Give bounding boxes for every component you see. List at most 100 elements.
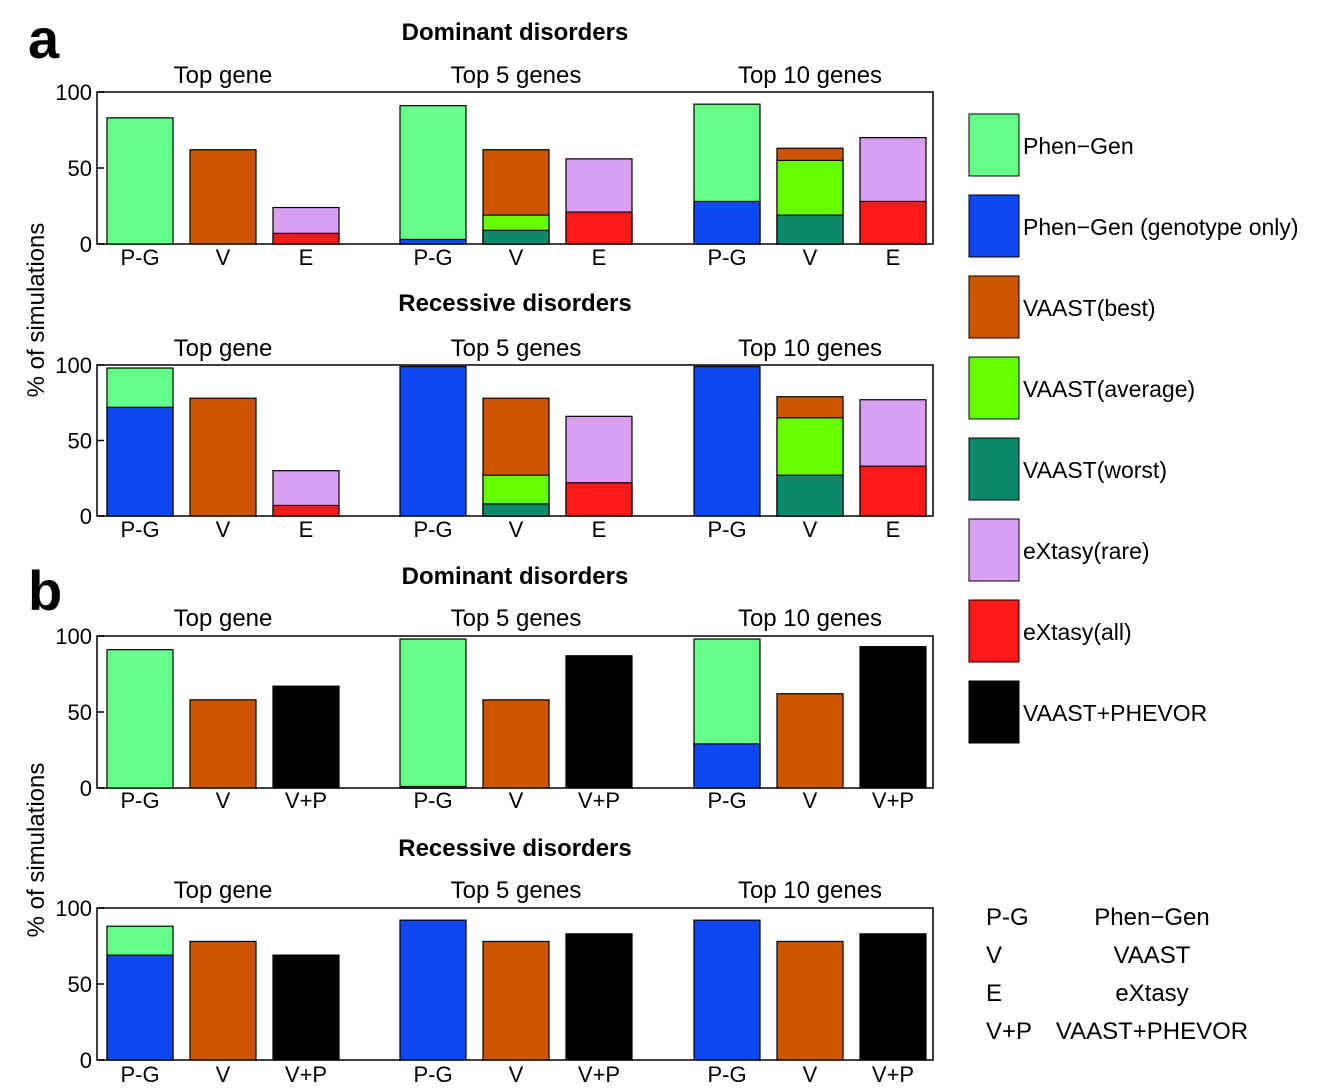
bar-v-vaast-best xyxy=(776,693,844,789)
bar-v-vaast-best xyxy=(189,397,257,517)
category-label-v: V xyxy=(216,788,231,813)
group-label-top-10-genes: Top 10 genes xyxy=(738,335,882,362)
bar-e-extasy-all xyxy=(565,482,633,517)
category-label-v: V xyxy=(509,1062,524,1087)
category-label-p-g: P-G xyxy=(707,245,746,270)
bar-p-g-phen-gen-genotype-only xyxy=(693,743,761,789)
legend-swatch-extasy-rare xyxy=(968,518,1020,582)
abbr-full-vaast-phevor: VAAST+PHEVOR xyxy=(1056,1018,1248,1045)
bar-p-g-phen-gen-genotype-only xyxy=(106,954,174,1061)
abbr-full-extasy: eXtasy xyxy=(1115,980,1188,1007)
bar-e-extasy-all xyxy=(859,465,927,517)
category-label-v-p: V+P xyxy=(872,788,914,813)
bar-v-p-vaast-phevor xyxy=(859,646,927,789)
legend-swatch-phen-gen xyxy=(968,113,1020,177)
bar-p-g-phen-gen xyxy=(106,649,174,789)
bar-v-vaast-worst xyxy=(776,474,844,517)
bar-v-p-vaast-phevor xyxy=(272,954,340,1061)
bar-v-p-vaast-phevor xyxy=(859,933,927,1061)
abbreviation-key: P-G Phen−Gen V VAAST E eXtasy V+P VAAST+PHEVOR xyxy=(986,904,1248,1045)
group-label-top-5-genes: Top 5 genes xyxy=(451,605,582,632)
y-axis-label-b: % of simulations xyxy=(23,763,50,938)
category-label-v: V xyxy=(803,245,818,270)
abbr-v: V xyxy=(986,942,1002,969)
legend-swatch-extasy-all xyxy=(968,599,1020,663)
y-tick-label: 100 xyxy=(55,896,92,921)
legend-label-extasy-all: eXtasy(all) xyxy=(1023,619,1132,645)
category-label-e: E xyxy=(299,245,314,270)
category-label-e: E xyxy=(592,245,607,270)
legend-swatch-vaast-phevor xyxy=(968,680,1020,744)
panel-letter-b: b xyxy=(28,559,62,622)
category-label-v-p: V+P xyxy=(578,1062,620,1087)
category-label-p-g: P-G xyxy=(707,517,746,542)
y-tick-label: 0 xyxy=(80,1048,92,1073)
bar-p-g-phen-gen-genotype-only xyxy=(399,365,467,517)
category-label-p-g: P-G xyxy=(413,517,452,542)
legend-label-phen-gen: Phen−Gen xyxy=(1023,133,1134,159)
y-tick-label: 50 xyxy=(68,156,92,181)
legend-swatch-vaast-worst xyxy=(968,437,1020,501)
chart-3-recessive-disorders: Recessive disorders 0 50 100 Top gene P-G V V+P… xyxy=(55,835,934,1087)
category-label-v-p: V+P xyxy=(285,788,327,813)
y-tick-label: 0 xyxy=(80,776,92,801)
group-label-top-5-genes: Top 5 genes xyxy=(451,877,582,904)
category-label-p-g: P-G xyxy=(120,788,159,813)
bar-p-g-phen-gen-genotype-only xyxy=(693,200,761,245)
group-label-top-10-genes: Top 10 genes xyxy=(738,877,882,904)
group-label-top-10-genes: Top 10 genes xyxy=(738,62,882,89)
bar-v-vaast-best xyxy=(189,940,257,1061)
category-label-p-g: P-G xyxy=(120,1062,159,1087)
category-label-v: V xyxy=(509,517,524,542)
chart-0-dominant-disorders: Dominant disorders 0 50 100 Top gene P-G V E Top… xyxy=(55,19,934,270)
chart-1-recessive-disorders: Recessive disorders 0 50 100 Top gene P-G V E To… xyxy=(55,290,934,542)
group-label-top-gene: Top gene xyxy=(174,877,273,904)
y-tick-label: 0 xyxy=(80,232,92,257)
category-label-p-g: P-G xyxy=(707,1062,746,1087)
legend-label-extasy-rare: eXtasy(rare) xyxy=(1023,538,1150,564)
legend-label-vaast-worst: VAAST(worst) xyxy=(1023,457,1167,483)
category-label-v: V xyxy=(803,517,818,542)
chart-title: Dominant disorders xyxy=(402,563,629,590)
legend-label-vaast-best: VAAST(best) xyxy=(1023,295,1156,321)
bar-v-vaast-best xyxy=(482,699,550,789)
category-label-p-g: P-G xyxy=(120,517,159,542)
bar-p-g-phen-gen-genotype-only xyxy=(399,919,467,1061)
chart-2-dominant-disorders: Dominant disorders 0 50 100 Top gene P-G V V+P T… xyxy=(55,563,934,813)
bar-p-g-phen-gen-genotype-only xyxy=(399,785,467,789)
charts: Dominant disorders 0 50 100 Top gene P-G V E Top… xyxy=(55,19,934,1087)
legend-label-vaast-phevor: VAAST+PHEVOR xyxy=(1023,700,1207,726)
bar-v-vaast-worst xyxy=(482,503,550,517)
category-label-e: E xyxy=(886,245,901,270)
category-label-v-p: V+P xyxy=(872,1062,914,1087)
bar-v-p-vaast-phevor xyxy=(565,933,633,1061)
legend: Phen−Gen Phen−Gen (genotype only) VAAST(be… xyxy=(968,113,1299,744)
y-tick-label: 100 xyxy=(55,80,92,105)
legend-label-vaast-average: VAAST(average) xyxy=(1023,376,1195,402)
bar-e-extasy-all xyxy=(272,232,340,245)
group-label-top-5-genes: Top 5 genes xyxy=(451,62,582,89)
category-label-v-p: V+P xyxy=(285,1062,327,1087)
abbr-full-vaast: VAAST xyxy=(1114,942,1191,969)
panel-letter-a: a xyxy=(28,7,60,70)
abbr-full-phen-gen: Phen−Gen xyxy=(1094,904,1209,931)
category-label-p-g: P-G xyxy=(707,788,746,813)
legend-swatch-vaast-average xyxy=(968,356,1020,420)
bar-v-vaast-worst xyxy=(776,214,844,245)
bar-v-p-vaast-phevor xyxy=(272,685,340,789)
category-label-v: V xyxy=(509,788,524,813)
chart-title: Dominant disorders xyxy=(402,19,629,46)
group-label-top-5-genes: Top 5 genes xyxy=(451,335,582,362)
y-tick-label: 0 xyxy=(80,504,92,529)
category-label-p-g: P-G xyxy=(413,788,452,813)
category-label-e: E xyxy=(886,517,901,542)
y-tick-label: 100 xyxy=(55,624,92,649)
bar-p-g-phen-gen-genotype-only xyxy=(693,919,761,1061)
category-label-p-g: P-G xyxy=(120,245,159,270)
category-label-e: E xyxy=(299,517,314,542)
bar-v-vaast-worst xyxy=(482,229,550,245)
legend-swatch-phen-gen-genotype-only xyxy=(968,194,1020,258)
group-label-top-gene: Top gene xyxy=(174,62,273,89)
bar-p-g-phen-gen xyxy=(106,117,174,245)
